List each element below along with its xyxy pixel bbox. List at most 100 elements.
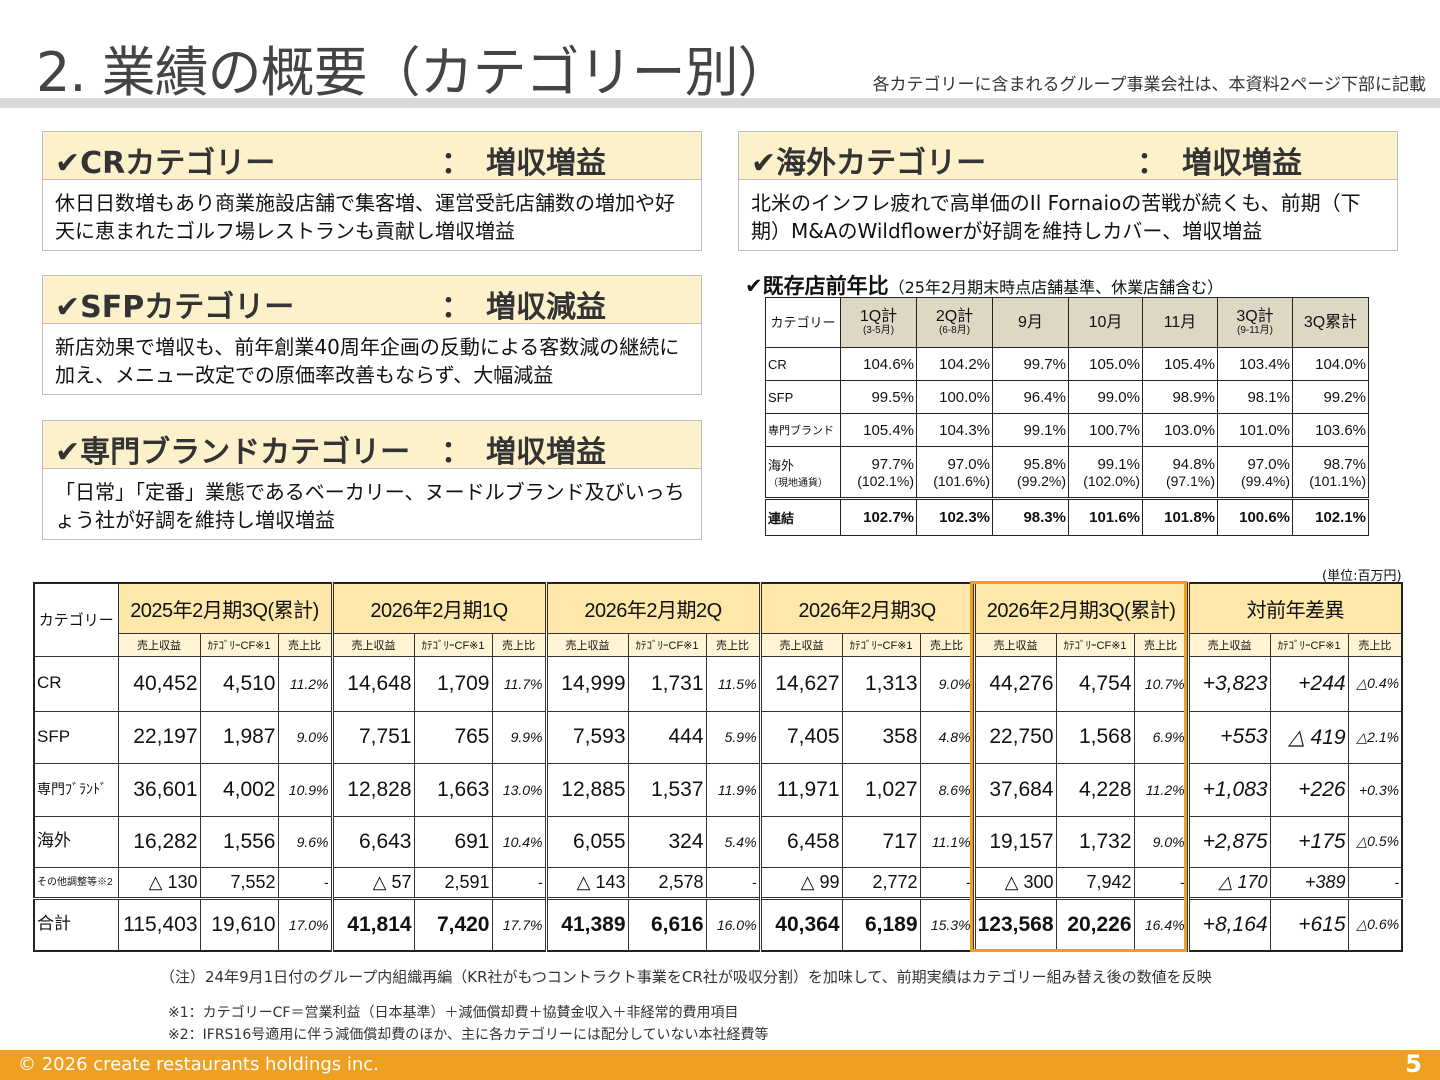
- table-cell: 17.7%: [491, 896, 547, 952]
- table-cell: 4,510: [199, 655, 279, 712]
- yoy-local-value: (99.2%): [1016, 472, 1066, 489]
- box-body: 新店効果で増収も、前年創業40周年企画の反動による客数減の継続に加え、メニュー改…: [55, 335, 680, 387]
- yoy-local-value: (102.0%): [1083, 472, 1140, 489]
- table-row: 専門ブランド 105.4% 104.3% 99.1% 100.7% 103.0% 101.0…: [765, 413, 1369, 447]
- yoy-value: 103.4%: [1239, 355, 1290, 373]
- yoy-value: 99.7%: [1023, 355, 1066, 373]
- table-cell: 10.4%: [491, 815, 547, 868]
- table-cell: 8.6%: [919, 762, 975, 817]
- yoy-cell: 98.7% (101.1%): [1292, 446, 1369, 499]
- yoy-cell: 98.1%: [1217, 380, 1293, 414]
- yoy-cell: 99.2%: [1292, 380, 1369, 414]
- table-cell: 22,197: [117, 710, 201, 764]
- box-label: ✔海外カテゴリー: [751, 146, 987, 181]
- yoy-value: 105.4%: [1164, 355, 1215, 373]
- category-sublabel: （現地通貨）: [768, 478, 828, 489]
- table-row: 合計 115,403 19,610 17.0% 41,814 7,420 17.7% 41,3…: [33, 896, 1403, 952]
- yoy-cell: 102.1%: [1292, 497, 1369, 536]
- box-result: 増収増益: [486, 435, 606, 470]
- category-label: 海外: [768, 458, 795, 473]
- summary-box-overseas: ✔海外カテゴリー ： 増収増益 北米のインフレ疲れで高単価のIl Fornaioの…: [738, 131, 1398, 251]
- yoy-local-value: (99.4%): [1240, 472, 1290, 489]
- yoy-value: 98.1%: [1247, 388, 1290, 406]
- yoy-value: 101.0%: [1239, 421, 1290, 439]
- table-cell: 16.4%: [1133, 896, 1189, 952]
- table-cell: 36,601: [117, 762, 201, 817]
- table-cell: 37,684: [972, 762, 1057, 817]
- table-cell: -: [919, 866, 975, 899]
- yoy-value: 99.2%: [1323, 388, 1366, 406]
- table-row: SFP 22,197 1,987 9.0% 7,751 765 9.9% 7,593 444 5.…: [33, 710, 1403, 764]
- column-header: 3Q累計: [1292, 297, 1369, 348]
- yoy-cell: 98.9%: [1142, 380, 1218, 414]
- column-label: 1Q計: [859, 308, 898, 325]
- yoy-value: 99.1%: [1097, 455, 1140, 473]
- table-cell: 20,226: [1055, 896, 1135, 952]
- table-cell: -: [277, 866, 333, 899]
- yoy-value: 104.6%: [863, 355, 914, 373]
- subcolumn-header: 売上収益: [117, 632, 201, 657]
- table-cell: 14,627: [758, 655, 843, 712]
- table-cell: 4,754: [1055, 655, 1135, 712]
- table-cell: △ 300: [972, 866, 1057, 899]
- yoy-cell: 97.7% (102.1%): [840, 446, 917, 499]
- row-category: SFP: [765, 380, 841, 414]
- box-result: 増収減益: [486, 290, 606, 325]
- subcolumn-header: ｶﾃｺﾞﾘｰCF※1: [841, 632, 921, 657]
- yoy-value: 100.0%: [939, 388, 990, 406]
- box-sep: ：: [441, 435, 456, 470]
- table-cell: -: [491, 866, 547, 899]
- table-cell: 9.0%: [277, 710, 333, 764]
- subcolumn-header: 売上比: [919, 632, 975, 657]
- yoy-value: 97.0%: [1247, 455, 1290, 473]
- row-category: 連結: [765, 497, 841, 536]
- yoy-cell: 100.6%: [1217, 497, 1293, 536]
- table-cell: 5.9%: [705, 710, 761, 764]
- column-header: 1Q計 (3-5月): [840, 297, 917, 348]
- column-sublabel: (6-8月): [938, 325, 971, 336]
- yoy-value: 98.9%: [1172, 388, 1215, 406]
- group-header: 2026年2月期2Q: [544, 582, 761, 634]
- column-label: カテゴリー: [770, 315, 836, 330]
- table-cell: +8,164: [1186, 896, 1271, 952]
- category-results-table: カテゴリー 2025年2月期3Q(累計) 2026年2月期1Q 2026年2月期2Q 2…: [33, 582, 1404, 952]
- yoy-cell: 105.0%: [1068, 347, 1143, 381]
- yoy-cell: 96.4%: [992, 380, 1069, 414]
- group-header: 2026年2月期1Q: [330, 582, 547, 634]
- yoy-value: 104.3%: [939, 421, 990, 439]
- column-header: 2Q計 (6-8月): [916, 297, 993, 348]
- table-cell: 22,750: [972, 710, 1057, 764]
- summary-box-brand: ✔専門ブランドカテゴリー ： 増収増益 「日常」「定番」業態であるベーカリー、ヌー…: [42, 420, 702, 540]
- table-cell: 9.0%: [919, 655, 975, 712]
- yoy-value: 94.8%: [1172, 455, 1215, 473]
- table-cell: 7,405: [758, 710, 843, 764]
- table-cell: 16,282: [117, 815, 201, 868]
- box-body: 「日常」「定番」業態であるベーカリー、ヌードルブランド及びいっちょう社が好調を維…: [55, 480, 685, 532]
- yoy-heading: ✔既存店前年比（25年2月期末時点店舗基準、休業店舗含む）: [745, 270, 1223, 300]
- table-cell: 11.9%: [705, 762, 761, 817]
- table-row: 専門ﾌﾞﾗﾝﾄﾞ 36,601 4,002 10.9% 12,828 1,663 13.0%…: [33, 762, 1403, 817]
- group-header: 2026年2月期3Q: [758, 582, 975, 634]
- box-sep: ：: [1137, 146, 1152, 181]
- table-row: 海外 16,282 1,556 9.6% 6,643 691 10.4% 6,055 324 5.…: [33, 815, 1403, 868]
- table-cell: 4,228: [1055, 762, 1135, 817]
- yoy-cell: 105.4%: [840, 413, 917, 447]
- column-label: 3Q累計: [1303, 314, 1358, 331]
- yoy-value: 97.0%: [947, 455, 990, 473]
- table-cell: -: [1133, 866, 1189, 899]
- yoy-cell: 99.5%: [840, 380, 917, 414]
- table-cell: 1,027: [841, 762, 921, 817]
- column-label: 10月: [1088, 314, 1123, 331]
- table-cell: 358: [841, 710, 921, 764]
- table-cell: 14,648: [330, 655, 415, 712]
- table-cell: △0.6%: [1347, 896, 1403, 952]
- table-cell: 14,999: [544, 655, 629, 712]
- yoy-value: 102.7%: [863, 509, 914, 526]
- yoy-cell: 104.2%: [916, 347, 993, 381]
- subcolumn-header: ｶﾃｺﾞﾘｰCF※1: [627, 632, 707, 657]
- footer: © 2026 create restaurants holdings inc. …: [0, 1050, 1440, 1080]
- table-cell: +226: [1269, 762, 1349, 817]
- table-cell: △ 419: [1269, 710, 1349, 764]
- subcolumn-header: 売上収益: [972, 632, 1057, 657]
- box-result: 増収増益: [1182, 146, 1302, 181]
